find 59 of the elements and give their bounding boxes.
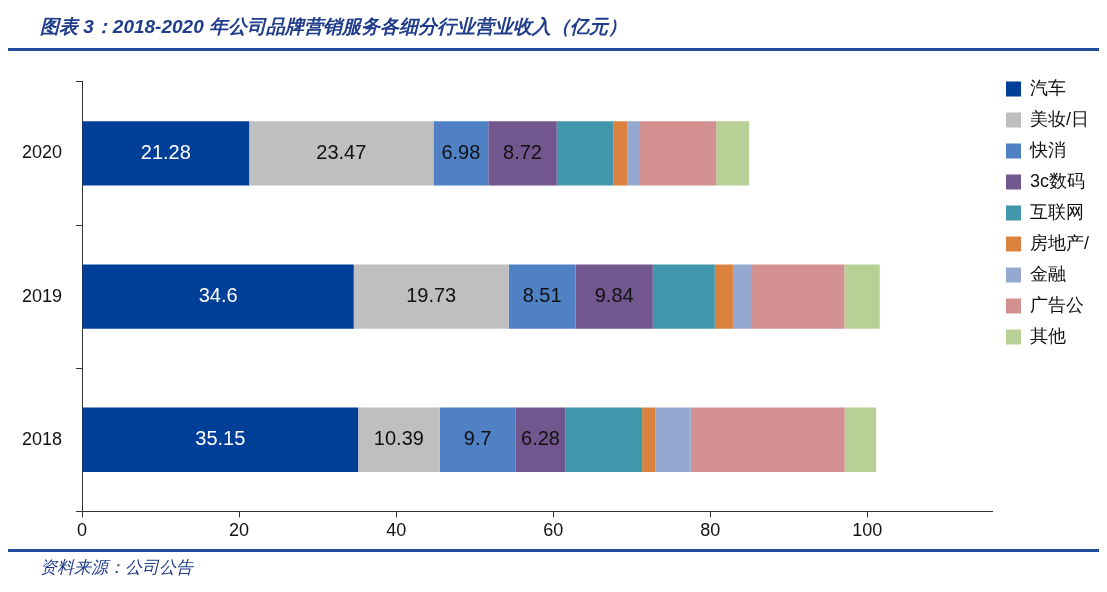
bar: [439, 407, 516, 473]
x-tick-label: 80: [700, 520, 721, 541]
bar: [353, 264, 509, 329]
bar: [640, 121, 717, 186]
data-label: 9.84: [594, 284, 634, 307]
legend-label: 广告公: [1030, 294, 1084, 315]
bar: [652, 264, 715, 329]
legend-label: 快消: [1029, 139, 1066, 160]
data-label: 6.28: [521, 427, 560, 450]
bar: [82, 264, 354, 329]
y-tick-label: 2018: [22, 428, 63, 449]
legend-label: 汽车: [1030, 77, 1066, 98]
bar: [844, 407, 877, 473]
data-label: 9.7: [463, 427, 492, 450]
x-tick-label: 0: [77, 520, 88, 541]
data-label: 8.72: [503, 140, 542, 163]
bar: [750, 264, 845, 329]
legend-label: 房地产/: [1030, 232, 1090, 253]
bar: [433, 121, 489, 186]
data-label: 6.98: [441, 140, 481, 163]
bar: [82, 407, 359, 473]
bar: [642, 407, 656, 473]
x-tick-label: 40: [386, 520, 407, 541]
y-tick-label: 2019: [22, 285, 63, 306]
bar: [249, 121, 434, 186]
legend-label: 金融: [1030, 263, 1066, 284]
chart-title: 图表 3：2018-2020 年公司品牌营销服务各细分行业营业收入（亿元）: [8, 8, 1099, 51]
data-label: 35.15: [195, 427, 246, 450]
bar: [732, 264, 751, 329]
legend-label: 互联网: [1030, 201, 1084, 222]
x-tick-label: 20: [229, 520, 250, 541]
bar: [844, 264, 880, 329]
bar: [508, 264, 576, 329]
data-label: 34.6: [198, 284, 238, 307]
bar: [515, 407, 566, 473]
bar: [82, 121, 250, 186]
bar: [556, 121, 614, 186]
legend-label: 美妆/日: [1030, 108, 1090, 129]
text: 资料来源：公司公告: [40, 558, 193, 577]
bar: [613, 121, 628, 186]
bar: [714, 264, 733, 329]
legend-label: 其他: [1030, 325, 1066, 346]
data-label: 23.47: [316, 140, 367, 163]
bar: [690, 407, 845, 473]
bar: [358, 407, 440, 473]
bar: [627, 121, 640, 186]
data-label: 19.73: [406, 284, 457, 307]
x-tick-label: 100: [852, 520, 883, 541]
x-tick-label: 60: [543, 520, 564, 541]
bar: [575, 264, 653, 329]
data-label: 8.51: [522, 284, 562, 307]
data-label: 10.39: [373, 427, 424, 450]
legend-label: 3c数码: [1030, 170, 1086, 191]
bar: [655, 407, 691, 473]
data-label: 21.28: [140, 140, 191, 163]
y-tick-label: 2020: [22, 142, 63, 163]
bar: [716, 121, 750, 186]
bar: [488, 121, 557, 186]
bar: [565, 407, 643, 473]
